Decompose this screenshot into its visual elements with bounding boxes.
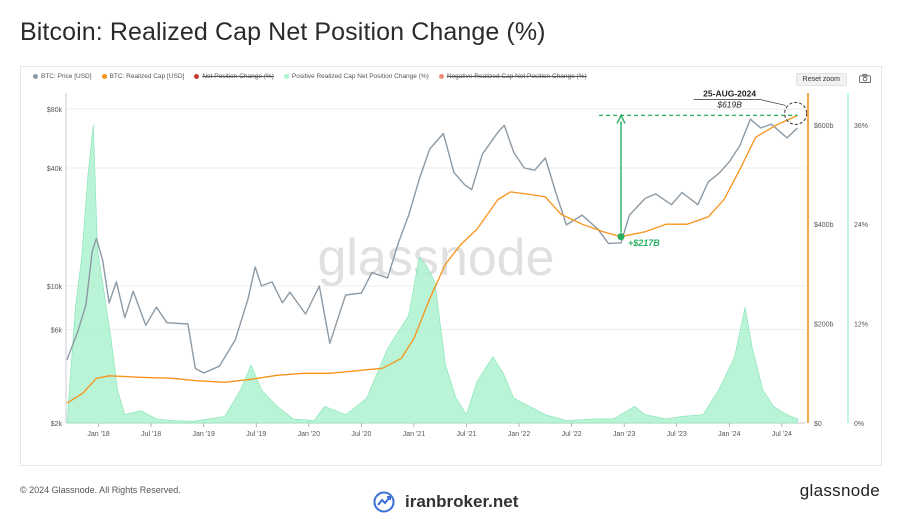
legend-swatch	[33, 74, 38, 79]
x-tick-label: Jan '23	[613, 431, 635, 438]
trend-icon	[373, 491, 395, 513]
legend-label: BTC: Price [USD]	[41, 73, 92, 80]
y-pct-tick-label: 24%	[854, 222, 868, 229]
x-tick-label: Jul '19	[246, 431, 266, 438]
x-tick-label: Jan '20	[298, 431, 320, 438]
y-cap-tick-label: $400b	[814, 222, 834, 229]
y-left-tick-label: $2k	[51, 421, 63, 428]
chart-plot: $80k $40k $10k $6k $2k Jan '18 Jul '18 Jan '19 J…	[47, 88, 868, 438]
btc-price-line	[66, 118, 799, 374]
x-tick-label: Jan '19	[192, 431, 214, 438]
positive-change-area	[66, 124, 798, 424]
annotation-leader-line	[693, 99, 786, 106]
reset-zoom-button[interactable]: Reset zoom	[795, 73, 847, 86]
legend-swatch	[101, 74, 107, 79]
legend-label: Negative Realized Cap Net Position Chang…	[446, 73, 587, 80]
brand-watermark: iranbroker.net	[373, 491, 518, 513]
legend-label: BTC: Realized Cap [USD]	[109, 73, 185, 80]
legend-item[interactable]: BTC: Realized Cap [USD]	[101, 73, 185, 80]
x-tick-label: Jul '22	[562, 431, 582, 438]
copyright-text: © 2024 Glassnode. All Rights Reserved.	[20, 485, 181, 495]
increase-arrow-head	[616, 113, 626, 124]
brand-text: iranbroker.net	[405, 492, 519, 511]
glassnode-logo: glassnode	[799, 481, 880, 500]
chart-legend: BTC: Price [USD] BTC: Realized Cap [USD] N…	[33, 73, 587, 80]
legend-item[interactable]: Positive Realized Cap Net Position Chang…	[283, 73, 429, 80]
y-left-tick-label: $80k	[47, 107, 63, 114]
legend-swatch	[283, 74, 289, 79]
legend-swatch	[438, 74, 444, 79]
current-value-highlight	[784, 101, 808, 125]
x-tick-label: Jul '20	[351, 431, 371, 438]
y-cap-tick-label: $600b	[814, 123, 834, 130]
y-cap-tick-label: $200b	[814, 322, 834, 329]
legend-item[interactable]: BTC: Price [USD]	[33, 73, 92, 80]
y-cap-tick-label: $0	[814, 421, 822, 428]
delta-annotation: +$217B	[628, 238, 660, 248]
legend-item[interactable]: Net Position Change (%)	[194, 73, 274, 80]
x-tick-label: Jan '24	[718, 431, 740, 438]
page-title: Bitcoin: Realized Cap Net Position Chang…	[20, 18, 546, 46]
y-pct-tick-label: 12%	[854, 322, 868, 329]
x-tick-label: Jul '18	[141, 431, 161, 438]
camera-icon[interactable]	[859, 74, 871, 83]
legend-item[interactable]: Negative Realized Cap Net Position Chang…	[438, 73, 587, 80]
date-annotation: 25-AUG-2024	[703, 88, 756, 98]
realized-cap-line	[66, 114, 798, 404]
cycle-low-marker	[617, 233, 625, 241]
y-left-tick-label: $6k	[51, 327, 63, 334]
chart-panel: BTC: Price [USD] BTC: Realized Cap [USD] N…	[20, 66, 882, 466]
x-tick-label: Jul '21	[456, 431, 476, 438]
x-tick-label: Jul '24	[772, 431, 792, 438]
x-tick-label: Jan '22	[508, 431, 530, 438]
legend-swatch	[194, 74, 200, 79]
y-pct-tick-label: 36%	[854, 123, 868, 130]
y-left-tick-label: $40k	[47, 166, 63, 173]
x-tick-label: Jan '18	[87, 431, 109, 438]
x-tick-label: Jan '21	[403, 431, 425, 438]
legend-label: Positive Realized Cap Net Position Chang…	[291, 73, 429, 80]
legend-label: Net Position Change (%)	[202, 73, 274, 80]
watermark-text: glassnode	[317, 229, 554, 287]
x-tick-label: Jul '23	[667, 431, 687, 438]
y-pct-tick-label: 0%	[854, 421, 864, 428]
value-annotation: $619B	[716, 99, 742, 109]
y-left-tick-label: $10k	[47, 284, 63, 291]
